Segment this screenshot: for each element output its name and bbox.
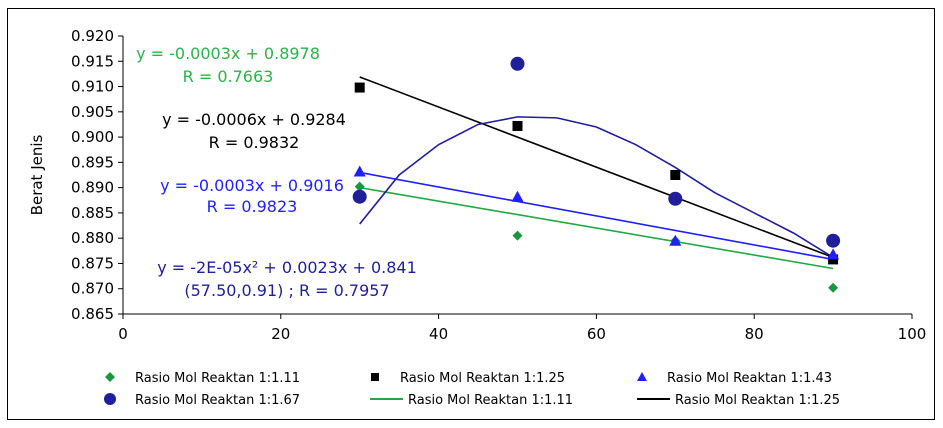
data-point-diamond (354, 181, 365, 192)
y-tick-label: 0.875 (71, 254, 114, 272)
x-tick-label: 0 (118, 325, 128, 343)
data-point-square (828, 254, 839, 265)
legend-label: Rasio Mol Reaktan 1:1.25 (400, 371, 565, 386)
y-axis-label: Berat Jenis (28, 134, 46, 215)
x-tick-label: 20 (271, 325, 290, 343)
data-point-circle (826, 233, 841, 248)
y-tick-label: 0.865 (71, 305, 114, 323)
data-point-triangle (353, 165, 366, 177)
legend-marker-square (371, 373, 379, 381)
x-tick-label: 100 (898, 325, 927, 343)
y-tick-label: 0.900 (71, 128, 114, 146)
regression-annotation-1: R = 0.7663 (183, 67, 274, 86)
regression-annotation-4: (57.50,0.91) ; R = 0.7957 (184, 281, 389, 300)
data-point-diamond (828, 282, 839, 293)
data-point-triangle (669, 234, 682, 246)
y-tick-label: 0.920 (71, 27, 114, 45)
data-point-circle (352, 189, 367, 204)
y-tick-label: 0.890 (71, 179, 114, 197)
data-point-triangle (827, 248, 840, 260)
legend-marker-diamond (105, 372, 115, 382)
legend-label: Rasio Mol Reaktan 1:1.67 (135, 393, 300, 408)
data-point-circle (668, 191, 683, 206)
y-tick-label: 0.915 (71, 52, 114, 70)
regression-annotation-2: R = 0.9832 (209, 133, 300, 152)
data-point-diamond (512, 230, 523, 241)
data-point-circle (510, 56, 525, 71)
legend-label: Rasio Mol Reaktan 1:1.43 (667, 371, 832, 386)
y-tick-label: 0.880 (71, 229, 114, 247)
legend-label: Rasio Mol Reaktan 1:1.11 (408, 393, 573, 408)
regression-annotation-1: y = -0.0003x + 0.8978 (136, 44, 320, 63)
trend-curve (359, 116, 834, 259)
x-tick-label: 80 (745, 325, 764, 343)
legend-marker-triangle (637, 372, 647, 381)
regression-annotation-2: y = -0.0006x + 0.9284 (162, 110, 346, 129)
trendline-extra-1 (359, 171, 834, 261)
legend-label: Rasio Mol Reaktan 1:1.25 (675, 393, 840, 408)
data-point-square (512, 120, 523, 131)
y-tick-label: 0.870 (71, 280, 114, 298)
data-point-square (670, 170, 681, 180)
chart-frame (7, 8, 935, 420)
trendline-1 (359, 186, 834, 270)
x-tick-label: 60 (587, 325, 606, 343)
y-tick-label: 0.905 (71, 103, 114, 121)
y-tick-label: 0.895 (71, 153, 114, 171)
legend-label: Rasio Mol Reaktan 1:1.11 (135, 371, 300, 386)
data-point-square (354, 82, 365, 93)
regression-annotation-3: y = -0.0003x + 0.9016 (160, 176, 344, 195)
regression-annotation-3: R = 0.9823 (207, 197, 298, 216)
legend-marker-circle (104, 393, 116, 405)
data-point-triangle (511, 190, 524, 202)
x-tick-label: 40 (429, 325, 448, 343)
y-tick-label: 0.910 (71, 78, 114, 96)
trendline-2 (359, 76, 834, 259)
y-tick-label: 0.885 (71, 204, 114, 222)
regression-annotation-4: y = -2E-05x² + 0.0023x + 0.841 (157, 258, 417, 277)
